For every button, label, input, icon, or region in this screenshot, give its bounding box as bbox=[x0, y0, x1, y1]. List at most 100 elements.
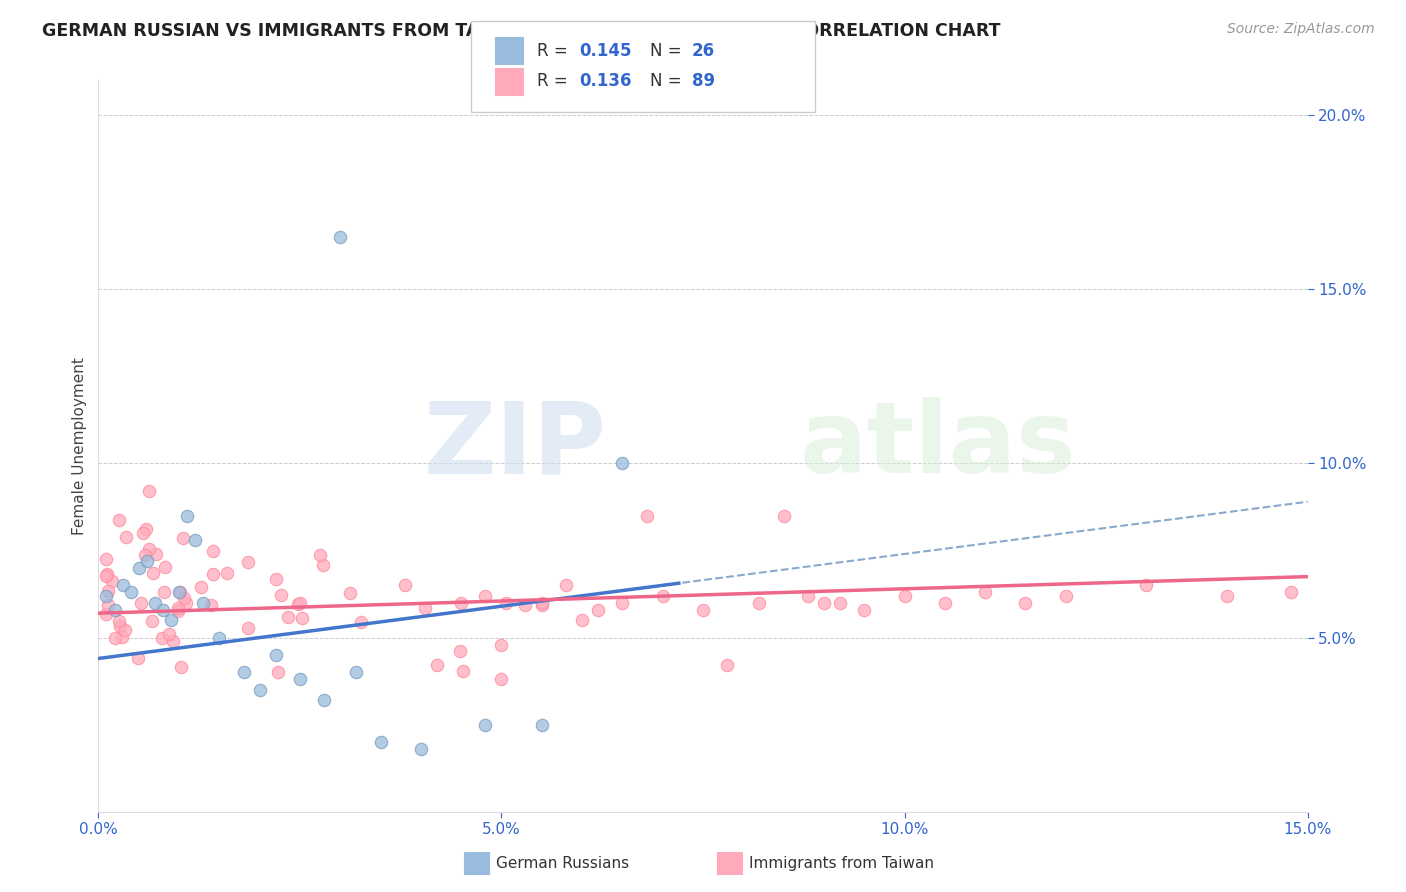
Point bbox=[267, 665, 290, 680]
Point bbox=[169, 584, 191, 599]
Point bbox=[167, 604, 190, 618]
Point bbox=[413, 601, 436, 615]
Text: Source: ZipAtlas.com: Source: ZipAtlas.com bbox=[1227, 22, 1375, 37]
Point bbox=[190, 580, 212, 594]
Point bbox=[291, 610, 314, 624]
Point bbox=[100, 574, 122, 589]
Point bbox=[135, 523, 157, 537]
Point bbox=[1054, 589, 1077, 603]
Point bbox=[104, 632, 127, 646]
Point bbox=[150, 631, 173, 645]
Point bbox=[157, 627, 180, 641]
Text: ZIP: ZIP bbox=[423, 398, 606, 494]
Point bbox=[138, 542, 160, 557]
Point bbox=[515, 598, 537, 612]
Point bbox=[748, 596, 770, 610]
Point bbox=[115, 530, 138, 544]
Point bbox=[176, 508, 198, 523]
Text: R =: R = bbox=[537, 72, 574, 90]
Point bbox=[692, 603, 714, 617]
Point bbox=[153, 585, 176, 599]
Point bbox=[344, 665, 367, 680]
Point bbox=[138, 484, 160, 499]
Point bbox=[495, 596, 517, 610]
Point bbox=[208, 631, 231, 645]
Point bbox=[108, 614, 131, 628]
Point bbox=[200, 598, 222, 612]
Point bbox=[772, 508, 794, 523]
Point bbox=[350, 615, 373, 629]
Point bbox=[97, 598, 120, 612]
Point bbox=[329, 230, 352, 244]
Point bbox=[96, 552, 118, 566]
Text: 26: 26 bbox=[692, 42, 714, 60]
Point bbox=[170, 659, 193, 673]
Point bbox=[131, 525, 153, 540]
Point bbox=[128, 561, 150, 575]
Text: German Russians: German Russians bbox=[496, 855, 630, 871]
Text: R =: R = bbox=[537, 42, 574, 60]
Point bbox=[828, 596, 851, 610]
Point bbox=[153, 559, 176, 574]
Point bbox=[145, 547, 167, 561]
Point bbox=[108, 619, 131, 633]
Point bbox=[974, 585, 997, 599]
Point bbox=[339, 586, 361, 600]
Point bbox=[853, 603, 876, 617]
Point bbox=[201, 543, 224, 558]
Point bbox=[586, 603, 609, 617]
Text: N =: N = bbox=[650, 42, 686, 60]
Point bbox=[270, 588, 292, 602]
Point bbox=[612, 457, 634, 471]
Text: atlas: atlas bbox=[800, 398, 1077, 494]
Point bbox=[1014, 596, 1036, 610]
Point bbox=[571, 613, 593, 627]
Point bbox=[162, 633, 184, 648]
Point bbox=[96, 607, 118, 621]
Point bbox=[142, 566, 165, 581]
Point bbox=[893, 589, 915, 603]
Point bbox=[1281, 585, 1303, 599]
Point bbox=[193, 596, 215, 610]
Point bbox=[103, 603, 125, 617]
Point bbox=[96, 567, 118, 582]
Point bbox=[172, 531, 194, 545]
Point bbox=[238, 621, 260, 635]
Text: GERMAN RUSSIAN VS IMMIGRANTS FROM TAIWAN FEMALE UNEMPLOYMENT CORRELATION CHART: GERMAN RUSSIAN VS IMMIGRANTS FROM TAIWAN… bbox=[42, 22, 1001, 40]
Point bbox=[491, 638, 513, 652]
Point bbox=[160, 613, 183, 627]
Point bbox=[474, 589, 496, 603]
Point bbox=[129, 596, 152, 610]
Point bbox=[111, 630, 134, 644]
Point bbox=[651, 589, 673, 603]
Y-axis label: Female Unemployment: Female Unemployment bbox=[72, 357, 87, 535]
Point bbox=[426, 658, 449, 673]
Point bbox=[309, 548, 332, 562]
Point bbox=[174, 596, 197, 610]
Point bbox=[474, 717, 496, 731]
Point bbox=[127, 651, 149, 665]
Text: N =: N = bbox=[650, 72, 686, 90]
Point bbox=[167, 585, 190, 599]
Point bbox=[409, 742, 432, 756]
Point bbox=[134, 548, 156, 562]
Point bbox=[277, 609, 299, 624]
Point bbox=[530, 596, 553, 610]
Point bbox=[636, 508, 658, 523]
Point bbox=[394, 578, 416, 592]
Text: Immigrants from Taiwan: Immigrants from Taiwan bbox=[749, 855, 935, 871]
Point bbox=[287, 597, 309, 611]
Point bbox=[120, 585, 142, 599]
Point bbox=[141, 614, 163, 628]
Point bbox=[797, 589, 820, 603]
Point bbox=[813, 596, 835, 610]
Point bbox=[111, 578, 134, 592]
Text: 0.136: 0.136 bbox=[579, 72, 631, 90]
Point bbox=[555, 578, 578, 592]
Point bbox=[143, 596, 166, 610]
Point bbox=[107, 513, 129, 527]
Point bbox=[236, 555, 259, 569]
Point bbox=[716, 658, 738, 673]
Point bbox=[530, 598, 553, 612]
Point bbox=[491, 673, 513, 687]
